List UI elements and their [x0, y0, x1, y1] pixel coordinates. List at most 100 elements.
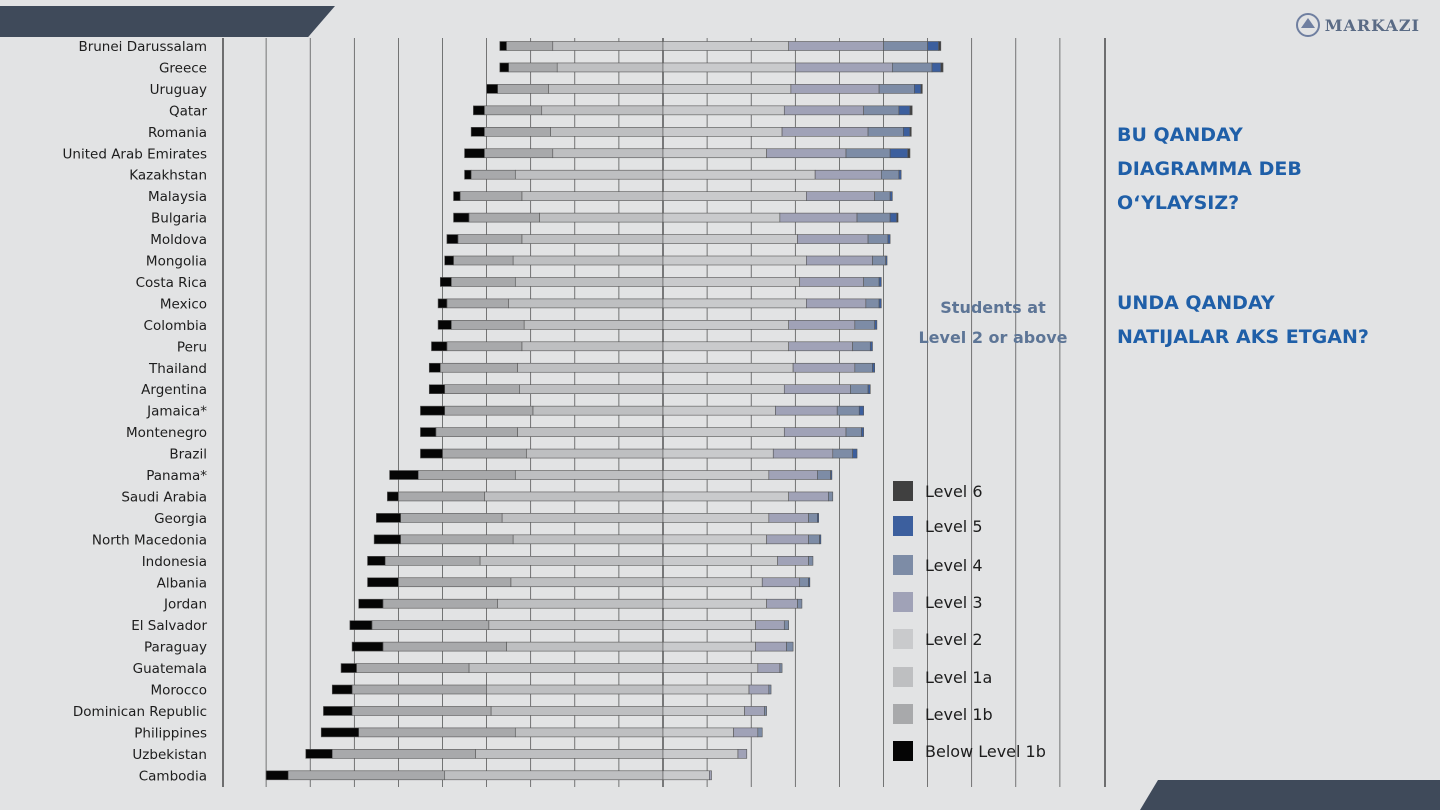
bar-segment-l2 — [662, 234, 798, 244]
legend-item: Level 3 — [893, 592, 983, 612]
bar-segment-l5 — [830, 470, 833, 480]
country-label: Guatemala — [133, 661, 207, 677]
country-label: Cambodia — [139, 768, 207, 784]
bar-segment-l3 — [794, 62, 893, 73]
bar-row — [349, 620, 789, 630]
bar-segment-l4 — [880, 169, 900, 180]
bar-row — [486, 84, 923, 94]
bar-segment-l4 — [863, 105, 900, 116]
bar-segment-l3 — [781, 127, 869, 137]
bar-segment-l2 — [662, 384, 785, 395]
bar-segment-l1a — [525, 448, 664, 459]
bar-segment-l6 — [938, 41, 942, 51]
legend-label: Level 5 — [925, 517, 983, 536]
country-label: Romania — [148, 125, 207, 141]
bar-segment-l1a — [523, 320, 664, 330]
country-label: Uzbekistan — [132, 747, 207, 763]
bar-segment-l2 — [662, 298, 807, 309]
bar-row — [431, 341, 873, 352]
bar-row — [437, 320, 878, 330]
bar-row — [305, 749, 748, 759]
bar-segment-l1a — [519, 384, 664, 395]
bar-segment-l3 — [748, 684, 770, 695]
bar-row — [499, 41, 942, 51]
legend-swatch — [893, 741, 913, 761]
bar-segment-l1a — [486, 684, 664, 695]
country-label: Montenegro — [126, 425, 207, 441]
bar-segment-below — [373, 534, 401, 545]
bar-row — [439, 277, 882, 287]
bar-segment-below — [340, 663, 357, 673]
country-label: Jordan — [163, 597, 207, 613]
country-label: Malaysia — [148, 189, 207, 205]
bar-segment-l3 — [737, 749, 748, 759]
bar-segment-l3 — [806, 298, 867, 309]
bar-segment-below — [351, 641, 384, 652]
bar-segment-l1b — [358, 727, 516, 738]
bar-segment-l1a — [506, 641, 664, 652]
bar-segment-l1a — [490, 706, 664, 716]
country-labels: Brunei Darussalam Greece Uruguay Qatar Roman… — [63, 39, 208, 784]
bar-segment-l3 — [797, 234, 869, 244]
bar-segment-l1a — [512, 255, 664, 266]
bar-row — [331, 684, 772, 695]
bar-segment-l4 — [832, 448, 853, 459]
bar-segment-l5 — [903, 127, 911, 137]
bar-segment-l4 — [856, 212, 891, 223]
country-label: Bulgaria — [151, 211, 207, 227]
bar-segment-l1b — [435, 427, 518, 437]
bar-segment-l4 — [867, 234, 889, 244]
bar-segment-l4 — [786, 641, 794, 652]
bar-segment-l3 — [788, 320, 856, 330]
bar-row — [367, 577, 811, 588]
legend-label: Level 2 — [925, 630, 983, 649]
question-1: BU QANDAY DIAGRAMMA DEB O‘YLAYSIZ? — [1117, 124, 1302, 214]
bar-segment-l1a — [514, 169, 664, 180]
bar-segment-l1a — [548, 84, 664, 94]
bar-segment-l4 — [845, 148, 891, 159]
bar-segment-l1b — [351, 684, 487, 695]
bar-segment-l1a — [479, 555, 664, 566]
bar-segment-below — [420, 405, 446, 416]
bar-segment-l3 — [744, 706, 765, 716]
bar-segment-l5 — [819, 534, 822, 545]
country-label: Colombia — [144, 318, 207, 334]
bar-row — [473, 105, 913, 116]
bar-segment-l2 — [662, 470, 770, 480]
bar-segment-l6 — [920, 84, 923, 94]
bar-row — [470, 127, 912, 137]
bar-segment-l1a — [517, 427, 664, 437]
bar-segment-l3 — [709, 770, 712, 781]
bar-segment-l2 — [662, 320, 789, 330]
legend-label: Level 4 — [925, 556, 983, 575]
bar-segment-l1a — [501, 513, 664, 523]
bar-segment-l4 — [836, 405, 860, 416]
legend-item: Level 6 — [893, 481, 983, 501]
country-label: Indonesia — [142, 554, 207, 570]
bar-segment-l4 — [808, 534, 820, 545]
bar-segment-l1b — [398, 577, 512, 588]
country-label: Kazakhstan — [129, 168, 207, 184]
bar-segment-l2 — [662, 84, 792, 94]
bar-segment-l1b — [382, 641, 507, 652]
bar-segment-l2 — [662, 105, 785, 116]
bar-segment-l5 — [861, 427, 864, 437]
bar-segment-l1b — [444, 384, 520, 395]
bar-segment-l2 — [662, 427, 785, 437]
bar-segment-below — [376, 513, 401, 523]
bar-segment-l1a — [550, 127, 664, 137]
legend-item: Level 1a — [893, 667, 992, 687]
bar-segment-below — [446, 234, 459, 244]
bar-row — [323, 706, 767, 716]
bar-row — [376, 513, 819, 523]
bar-segment-l4 — [828, 491, 834, 502]
country-label: United Arab Emirates — [63, 146, 207, 162]
bar-segment-l5 — [852, 448, 858, 459]
bar-segment-below — [387, 491, 399, 502]
bars — [265, 41, 944, 781]
legend-label: Below Level 1b — [925, 742, 1046, 761]
bar-segment-l2 — [662, 706, 745, 716]
bar-segment-l1a — [552, 41, 664, 51]
bar-segment-l1a — [488, 620, 664, 630]
